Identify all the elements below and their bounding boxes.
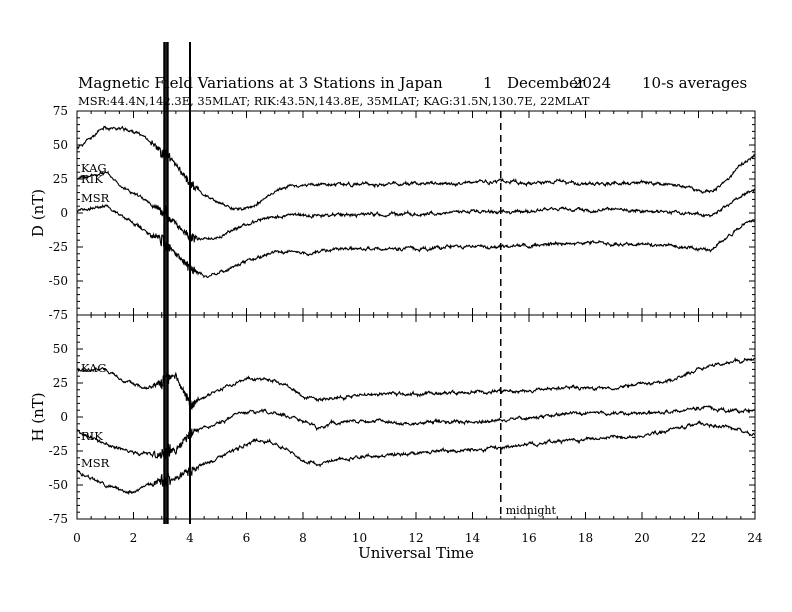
y-tick-label: 50 xyxy=(53,138,68,152)
series-line-msr xyxy=(76,420,756,496)
y-tick-label: -25 xyxy=(49,444,68,458)
x-tick-label: 8 xyxy=(299,531,307,545)
d-y-axis-title: D (nT) xyxy=(29,189,47,237)
x-tick-label: 18 xyxy=(578,531,593,545)
y-tick-label: -75 xyxy=(49,512,68,526)
series-label-msr: MSR xyxy=(81,191,110,205)
x-tick-label: 6 xyxy=(243,531,251,545)
x-axis-title: Universal Time xyxy=(358,544,474,562)
y-tick-label: -50 xyxy=(49,478,68,492)
chart-averaging: 10-s averages xyxy=(642,74,747,92)
y-tick-label: -25 xyxy=(49,240,68,254)
chart-year: 2024 xyxy=(573,74,611,92)
x-tick-label: 12 xyxy=(408,531,423,545)
series-label-rik: RIK xyxy=(81,172,103,186)
series-line-msr xyxy=(76,203,756,279)
y-tick-label: 50 xyxy=(53,342,68,356)
chart-title: Magnetic Field Variations at 3 Stations … xyxy=(78,74,443,92)
y-tick-label: 0 xyxy=(60,206,68,220)
midnight-label: midnight xyxy=(506,504,557,517)
h-panel: H (nT) 50 25 0 -25 -50 -75 KAG RIK MSR xyxy=(29,314,756,526)
series-label-rik: RIK xyxy=(81,429,103,443)
x-tick-label: 0 xyxy=(73,531,81,545)
x-tick-label: 20 xyxy=(634,531,649,545)
y-tick-label: -75 xyxy=(49,308,68,322)
series-line-kag xyxy=(76,125,756,212)
h-y-axis-title: H (nT) xyxy=(29,392,47,441)
plot-frame xyxy=(76,314,756,520)
chart-subtitle: MSR:44.4N,142.3E, 35MLAT; RIK:43.5N,143.… xyxy=(78,94,590,108)
plot-frame xyxy=(76,110,756,316)
y-tick-label: -50 xyxy=(49,274,68,288)
series-line-kag xyxy=(76,356,756,411)
x-tick-label: 2 xyxy=(130,531,138,545)
y-tick-label: 25 xyxy=(53,172,68,186)
y-tick-label: 75 xyxy=(53,104,68,118)
x-tick-label: 4 xyxy=(186,531,194,545)
series-label-msr: MSR xyxy=(81,456,110,470)
y-tick-label: 25 xyxy=(53,376,68,390)
series-label-kag: KAG xyxy=(81,361,107,375)
x-tick-label: 14 xyxy=(465,531,481,545)
x-tick-label: 10 xyxy=(352,531,367,545)
x-tick-label: 24 xyxy=(747,531,763,545)
y-tick-label: 0 xyxy=(60,410,68,424)
chart-month: December xyxy=(507,74,586,92)
chart-day: 1 xyxy=(483,74,493,92)
x-tick-label: 22 xyxy=(691,531,706,545)
x-tick-label: 16 xyxy=(521,531,536,545)
